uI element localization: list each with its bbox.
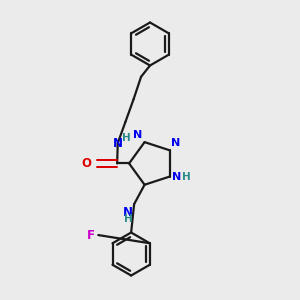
Text: N: N <box>171 138 180 148</box>
Text: N: N <box>133 130 142 140</box>
Text: O: O <box>82 157 92 170</box>
Text: N: N <box>172 172 181 182</box>
Text: H: H <box>124 214 133 224</box>
Text: H: H <box>122 133 130 143</box>
Text: H: H <box>182 172 191 182</box>
Text: N: N <box>123 206 133 219</box>
Text: F: F <box>87 229 95 242</box>
Text: N: N <box>113 136 123 150</box>
